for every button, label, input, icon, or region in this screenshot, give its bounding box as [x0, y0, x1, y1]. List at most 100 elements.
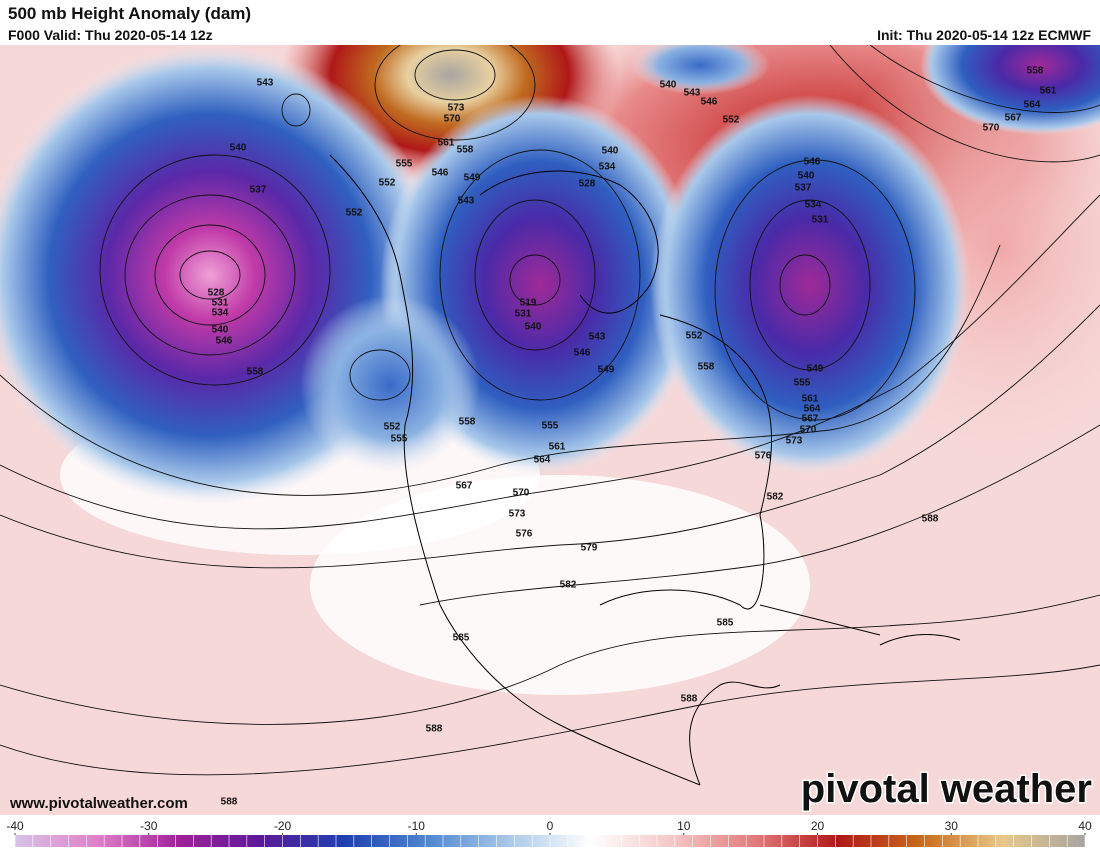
- contour-label: 534: [212, 308, 229, 319]
- contour-label: 585: [453, 633, 470, 644]
- contour: [0, 194, 1100, 530]
- contour-label: 528: [579, 179, 596, 190]
- contour-label: 549: [598, 365, 615, 376]
- contour-label: 540: [212, 325, 229, 336]
- contour-label: 540: [525, 322, 542, 333]
- contour-label: 567: [456, 481, 473, 492]
- contour-label: 546: [574, 348, 591, 359]
- valid-time: F000 Valid: Thu 2020-05-14 12z: [8, 27, 213, 43]
- contour-label: 546: [216, 336, 233, 347]
- contour-label: 534: [805, 200, 822, 211]
- contour: [0, 594, 1100, 725]
- contour-label: 570: [513, 488, 530, 499]
- contour-label: 528: [208, 288, 225, 299]
- contour-label: 540: [798, 171, 815, 182]
- contour-label: 552: [686, 331, 703, 342]
- contour: [749, 199, 871, 371]
- height-contours: [0, 45, 1100, 776]
- contour-label: 573: [448, 103, 465, 114]
- contour-label: 576: [755, 451, 772, 462]
- colorbar-tick-label: 0: [547, 819, 554, 833]
- colorbar-cells: [14, 835, 1086, 847]
- contour-label: 582: [767, 492, 784, 503]
- coastline: [759, 604, 961, 646]
- contour-label: 561: [1040, 86, 1057, 97]
- contour-label: 540: [660, 80, 677, 91]
- contour-label: 558: [457, 145, 474, 156]
- contour: [179, 250, 241, 300]
- contour: [714, 159, 916, 421]
- contour-label: 531: [212, 298, 229, 309]
- contour-label: 588: [681, 694, 698, 705]
- contour-label: 546: [432, 168, 449, 179]
- colorbar: -40 -30 -20 -10 0 10 20 30 40: [6, 819, 1092, 847]
- contour-label: 537: [250, 185, 267, 196]
- contour-label: 558: [698, 362, 715, 373]
- contour-label: 552: [346, 208, 363, 219]
- contour-label: 585: [717, 618, 734, 629]
- contour: [474, 199, 596, 351]
- contour-label: 543: [257, 78, 274, 89]
- contour-label: 558: [1027, 66, 1044, 77]
- contour: [0, 304, 1100, 569]
- contour-label: 576: [516, 529, 533, 540]
- contour-label: 558: [459, 417, 476, 428]
- coastline: [689, 681, 781, 786]
- contour-label: 570: [444, 114, 461, 125]
- contour: [414, 49, 496, 101]
- coastline: [329, 154, 701, 786]
- contour: [124, 194, 296, 356]
- init-time: Init: Thu 2020-05-14 12z ECMWF: [877, 27, 1091, 43]
- contour: [374, 45, 536, 141]
- contour-label: 588: [922, 514, 939, 525]
- contour-label: 549: [807, 364, 824, 375]
- contour: [0, 664, 1100, 776]
- contour-label: 552: [379, 178, 396, 189]
- contour: [349, 349, 411, 401]
- contour-label: 570: [983, 123, 1000, 134]
- logo: pivotal weather: [801, 767, 1092, 811]
- contour-label: 546: [701, 97, 718, 108]
- contour-label: 555: [391, 434, 408, 445]
- contour-label: 531: [515, 309, 532, 320]
- anomaly-area: [300, 295, 480, 475]
- contour-label: 552: [384, 422, 401, 433]
- contour: [281, 93, 311, 127]
- contour-label: 531: [812, 215, 829, 226]
- colorbar-tick-label: -30: [140, 819, 158, 833]
- contour-label: 555: [542, 421, 559, 432]
- contour-label: 573: [786, 436, 803, 447]
- contour-label: 543: [458, 196, 475, 207]
- contour: [829, 45, 1100, 163]
- contour-label: 573: [509, 509, 526, 520]
- anomaly-area: [650, 95, 970, 475]
- contour-label: 564: [534, 455, 551, 466]
- colorbar-tick-label: -10: [408, 819, 426, 833]
- contour-label: 549: [464, 173, 481, 184]
- contour-label: 540: [602, 146, 619, 157]
- contour-label: 567: [802, 414, 819, 425]
- contour: [154, 224, 266, 326]
- contour-label: 534: [599, 162, 616, 173]
- contour-label: 555: [396, 159, 413, 170]
- map-title: 500 mb Height Anomaly (dam): [8, 4, 252, 23]
- contour-label: 537: [795, 183, 812, 194]
- contour-label: 558: [247, 367, 264, 378]
- contour-label: 546: [804, 157, 821, 168]
- contour-label: 552: [723, 115, 740, 126]
- contour: [0, 244, 1001, 496]
- website: www.pivotalweather.com: [9, 795, 188, 812]
- coastlines: [329, 154, 961, 786]
- colorbar-tick-label: -40: [6, 819, 24, 833]
- contour-label: 564: [1024, 100, 1041, 111]
- coastline: [599, 314, 773, 610]
- contour-label: 543: [589, 332, 606, 343]
- contour-label: 588: [221, 797, 238, 808]
- contour: [99, 154, 331, 386]
- contour-label: 582: [560, 580, 577, 591]
- contour-label: 561: [549, 442, 566, 453]
- contour-label: 561: [438, 138, 455, 149]
- contour-label: 567: [1005, 113, 1022, 124]
